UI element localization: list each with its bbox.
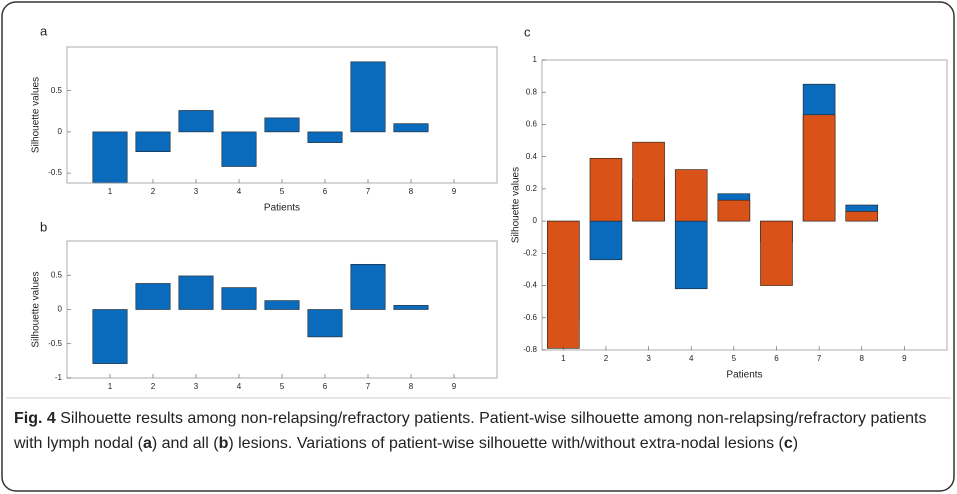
- y-tick-label: 0.5: [51, 270, 63, 279]
- x-tick-label: 9: [452, 187, 457, 196]
- x-tick-label: 1: [108, 382, 113, 391]
- x-tick-label: 4: [237, 187, 242, 196]
- x-tick-label: 8: [409, 382, 414, 391]
- bar: [264, 117, 300, 133]
- caption-text: ) lesions. Variations of patient-wise si…: [228, 435, 784, 452]
- x-axis-label: Patients: [726, 370, 762, 381]
- bar: [307, 131, 343, 143]
- x-tick-label: 8: [409, 187, 414, 196]
- y-tick-label: 0.4: [526, 152, 538, 161]
- caption-text: ): [792, 435, 799, 452]
- bar: [221, 131, 257, 167]
- bar: [760, 220, 793, 286]
- bar: [589, 220, 623, 261]
- x-tick-label: 5: [280, 187, 285, 196]
- y-tick-label: -1: [55, 373, 63, 382]
- caption-text: Silhouette results among non-relapsing/r…: [14, 410, 927, 452]
- bar: [135, 283, 171, 310]
- bar: [178, 275, 214, 310]
- bar: [845, 211, 879, 222]
- bar: [307, 309, 343, 338]
- x-tick-label: 3: [646, 354, 651, 363]
- bar: [350, 263, 386, 310]
- y-tick-label: 0.2: [526, 184, 538, 193]
- bar: [92, 309, 128, 364]
- y-axis-label: Silhouette values: [31, 77, 42, 153]
- bar: [547, 220, 580, 349]
- bar: [264, 300, 300, 310]
- bar: [589, 157, 623, 222]
- bar: [350, 61, 386, 133]
- y-tick-label: 0.8: [526, 87, 538, 96]
- bar: [221, 287, 257, 310]
- caption: Fig. 4 Silhouette results among non-rela…: [14, 406, 944, 456]
- x-tick-label: 7: [817, 354, 822, 363]
- y-axis-label: Silhouette values: [511, 167, 522, 243]
- x-tick-label: 8: [860, 354, 865, 363]
- axes-box: [66, 46, 498, 184]
- bar: [92, 131, 128, 184]
- x-tick-label: 1: [561, 354, 566, 363]
- y-tick-label: 1: [533, 55, 538, 64]
- y-tick-label: 0.6: [526, 120, 538, 129]
- panel-title: c: [524, 24, 531, 39]
- x-tick-label: 6: [323, 382, 328, 391]
- panel-title: b: [40, 219, 47, 234]
- x-tick-label: 3: [194, 187, 199, 196]
- x-tick-label: 4: [689, 354, 694, 363]
- x-tick-label: 2: [151, 187, 156, 196]
- panel-title: a: [40, 23, 48, 38]
- bar: [717, 199, 751, 222]
- y-tick-label: -0.5: [48, 339, 62, 348]
- y-tick-label: -0.2: [523, 248, 537, 257]
- y-tick-label: -0.4: [523, 281, 537, 290]
- bar: [393, 305, 429, 310]
- x-tick-label: 7: [366, 187, 371, 196]
- bar: [674, 169, 708, 222]
- x-axis-label: Patients: [264, 203, 300, 214]
- x-tick-label: 1: [108, 187, 113, 196]
- caption-text: ) and all (: [151, 435, 219, 452]
- bar: [802, 114, 836, 222]
- x-tick-label: 6: [323, 187, 328, 196]
- y-tick-label: -0.6: [523, 313, 537, 322]
- y-tick-label: 0.5: [51, 86, 63, 95]
- caption-panel: b: [218, 435, 229, 452]
- x-tick-label: 5: [732, 354, 737, 363]
- y-axis-label: Silhouette values: [31, 271, 42, 347]
- x-tick-label: 5: [280, 382, 285, 391]
- bar: [632, 141, 665, 222]
- caption-panel: a: [142, 435, 152, 452]
- x-tick-label: 9: [902, 354, 907, 363]
- y-tick-label: 0: [58, 127, 63, 136]
- caption-label: Fig. 4: [14, 410, 56, 427]
- y-tick-label: -0.8: [523, 345, 537, 354]
- y-tick-label: -0.5: [48, 168, 62, 177]
- x-tick-label: 9: [452, 382, 457, 391]
- x-tick-label: 4: [237, 382, 242, 391]
- x-tick-label: 3: [194, 382, 199, 391]
- x-tick-label: 6: [774, 354, 779, 363]
- axes-box: [541, 59, 948, 351]
- y-tick-label: 0: [58, 305, 63, 314]
- bar: [135, 131, 171, 152]
- bar: [178, 110, 214, 133]
- x-tick-label: 2: [151, 382, 156, 391]
- x-tick-label: 7: [366, 382, 371, 391]
- bar: [674, 220, 708, 290]
- bar: [393, 123, 429, 133]
- y-tick-label: 0: [533, 216, 538, 225]
- caption-panel: c: [783, 435, 793, 452]
- x-tick-label: 2: [604, 354, 609, 363]
